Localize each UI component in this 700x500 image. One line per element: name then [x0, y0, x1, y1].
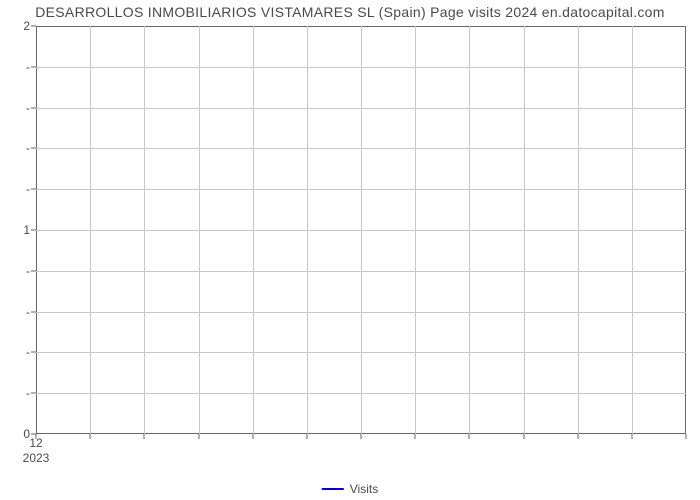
ytick-minor-label: -	[26, 182, 30, 196]
ytick-mark	[31, 66, 36, 67]
xtick-label-bottom: 2023	[23, 451, 50, 466]
ytick-minor-label: -	[26, 101, 30, 115]
ytick-minor-label: -	[26, 305, 30, 319]
ytick-mark	[31, 393, 36, 394]
xtick-mark	[361, 434, 362, 439]
ytick-mark	[31, 270, 36, 271]
ytick-minor-label: -	[26, 60, 30, 74]
xtick-mark	[686, 434, 687, 439]
chart-title: DESARROLLOS INMOBILIARIOS VISTAMARES SL …	[0, 4, 700, 20]
xtick-mark	[415, 434, 416, 439]
ytick-mark	[31, 148, 36, 149]
chart-container: DESARROLLOS INMOBILIARIOS VISTAMARES SL …	[0, 0, 700, 500]
ytick-minor-label: -	[26, 345, 30, 359]
xtick-mark	[577, 434, 578, 439]
xtick-mark	[198, 434, 199, 439]
xtick-mark	[252, 434, 253, 439]
ytick-mark	[31, 311, 36, 312]
ytick-label: 0	[23, 427, 30, 441]
ytick-minor-label: -	[26, 141, 30, 155]
gridline-horizontal	[36, 271, 686, 272]
gridline-horizontal	[36, 148, 686, 149]
ytick-minor-label: -	[26, 386, 30, 400]
xtick-mark	[90, 434, 91, 439]
gridline-horizontal	[36, 312, 686, 313]
gridline-horizontal	[36, 230, 686, 231]
legend: Visits	[322, 482, 378, 496]
gridline-horizontal	[36, 189, 686, 190]
ytick-mark	[31, 26, 36, 27]
legend-label-visits: Visits	[350, 482, 378, 496]
xtick-mark	[144, 434, 145, 439]
plot-area: 1220230----1----2	[36, 26, 686, 434]
ytick-mark	[31, 434, 36, 435]
ytick-mark	[31, 230, 36, 231]
gridline-horizontal	[36, 352, 686, 353]
gridline-horizontal	[36, 67, 686, 68]
ytick-label: 2	[23, 19, 30, 33]
ytick-mark	[31, 352, 36, 353]
gridline-horizontal	[36, 108, 686, 109]
ytick-label: 1	[23, 223, 30, 237]
ytick-mark	[31, 189, 36, 190]
ytick-minor-label: -	[26, 264, 30, 278]
xtick-mark	[631, 434, 632, 439]
ytick-mark	[31, 107, 36, 108]
gridline-horizontal	[36, 393, 686, 394]
xtick-mark	[523, 434, 524, 439]
xtick-mark	[469, 434, 470, 439]
legend-swatch-visits	[322, 488, 344, 490]
xtick-mark	[306, 434, 307, 439]
